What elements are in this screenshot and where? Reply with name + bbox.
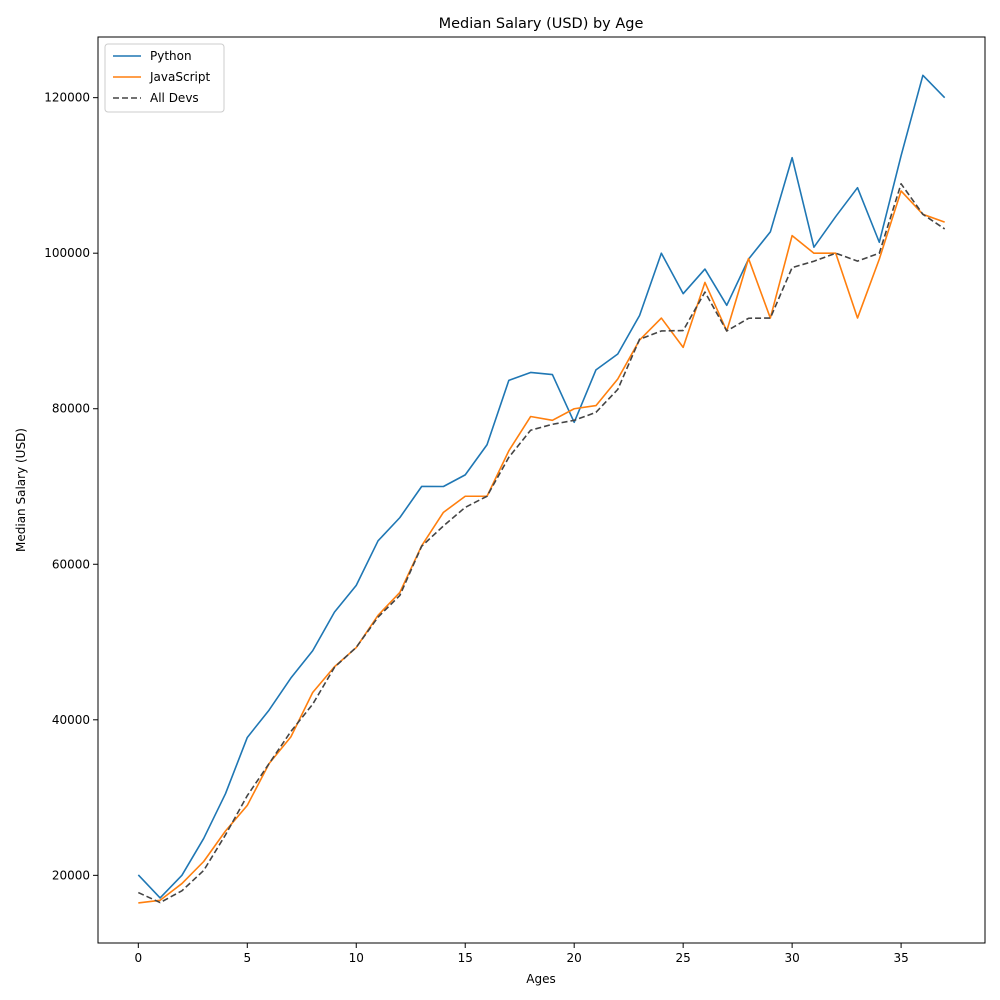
x-axis-label: Ages	[526, 972, 555, 986]
legend: Python JavaScript All Devs	[104, 43, 225, 113]
y-tick-label: 40000	[52, 713, 90, 727]
x-tick-label: 30	[784, 951, 799, 965]
series-line-all-devs	[137, 183, 946, 904]
y-axis: 20000 40000 60000 80000 100000 120000	[44, 91, 98, 882]
x-tick-label: 20	[567, 951, 582, 965]
series-line-python	[137, 74, 946, 899]
legend-label: All Devs	[150, 91, 199, 105]
x-tick-label: 15	[458, 951, 473, 965]
x-tick-label: 35	[893, 951, 908, 965]
x-tick-label: 5	[243, 951, 251, 965]
x-axis: 0 5 10 15 20 25 30 35	[134, 943, 909, 965]
y-tick-label: 20000	[52, 868, 90, 882]
x-tick-label: 10	[349, 951, 364, 965]
chart-title: Median Salary (USD) by Age	[439, 16, 644, 32]
legend-label: JavaScript	[149, 70, 210, 84]
x-tick-label: 25	[676, 951, 691, 965]
series-layer	[137, 74, 946, 904]
y-tick-label: 60000	[52, 557, 90, 571]
x-tick-label: 0	[134, 951, 142, 965]
legend-label: Python	[150, 49, 192, 63]
y-tick-label: 80000	[52, 402, 90, 416]
plot-frame	[97, 36, 986, 944]
plot-area	[98, 37, 985, 943]
y-tick-label: 120000	[44, 91, 90, 105]
y-axis-label: Median Salary (USD)	[14, 428, 28, 552]
y-tick-label: 100000	[44, 246, 90, 260]
legend-box	[104, 43, 225, 113]
